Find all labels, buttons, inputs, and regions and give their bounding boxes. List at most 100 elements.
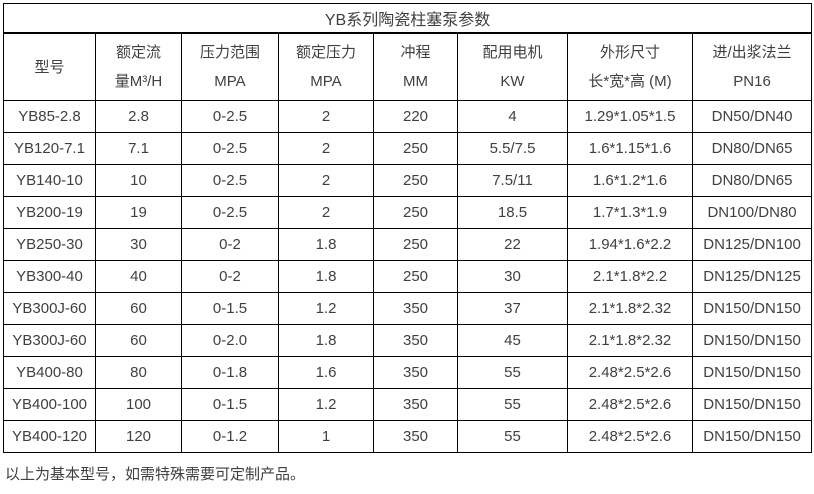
cell: 2.1*1.8*2.32 [567,292,693,325]
cell: 250 [373,196,458,229]
cell: 2.8 [95,100,182,133]
cell: 45 [457,324,568,357]
column-header: 冲程 MM [373,32,458,101]
cell: YB300J-60 [3,292,96,325]
table-row: YB300-40 40 0-2 1.8 250 30 2.1*1.8*2.2 DN125/DN… [3,260,813,293]
cell: 1.8 [278,228,374,261]
cell: 2 [278,132,374,165]
cell: 1.29*1.05*1.5 [567,100,693,133]
column-header-line: 压力范围 [199,44,260,61]
table-title: YB系列陶瓷柱塞泵参数 [2,3,813,34]
column-header-line: MPA [214,73,246,90]
column-header-line: MM [403,73,428,90]
column-header-line: 额定流 [115,44,161,61]
cell: 60 [95,324,182,357]
cell: 37 [457,292,568,325]
table-row: YB250-30 30 0-2 1.8 250 22 1.94*1.6*2.2 DN125/D… [3,228,813,261]
cell: 30 [457,260,568,293]
cell: 0-2.5 [181,164,279,197]
cell: 1.6 [278,356,374,389]
cell: 2.48*2.5*2.6 [567,420,693,453]
cell: 350 [373,420,458,453]
cell: 0-2.0 [181,324,279,357]
cell: 100 [95,388,182,421]
cell: 4 [457,100,568,133]
cell: 19 [95,196,182,229]
cell: 7.1 [95,132,182,165]
cell: 1 [278,420,374,453]
cell: 0-1.5 [181,388,279,421]
column-header: 额定流量M³/H [95,32,182,101]
cell: 1.2 [278,388,374,421]
column-header: 额定压力 MPA [278,32,374,101]
cell: 220 [373,100,458,133]
cell: 1.7*1.3*1.9 [567,196,693,229]
table-row: YB200-19 19 0-2.5 2 250 18.5 1.7*1.3*1.9 DN100/… [3,196,813,229]
cell: DN150/DN150 [691,324,813,357]
column-header-line: 量M³/H [114,73,163,90]
cell: 40 [95,260,182,293]
table-row: YB400-80 80 0-1.8 1.6 350 55 2.48*2.5*2.6 DN150… [3,356,813,389]
cell: DN125/DN125 [691,260,813,293]
cell: 0-2.5 [181,132,279,165]
cell: 0-1.5 [181,292,279,325]
cell: 1.6*1.15*1.6 [567,132,693,165]
cell: DN100/DN80 [691,196,813,229]
cell: 22 [457,228,568,261]
cell: 350 [373,292,458,325]
cell: 1.8 [278,260,374,293]
cell: 60 [95,292,182,325]
cell: YB200-19 [3,196,96,229]
cell: DN50/DN40 [691,100,813,133]
cell: 250 [373,132,458,165]
cell: 0-2.5 [181,196,279,229]
cell: DN80/DN65 [691,132,813,165]
cell: 1.8 [278,324,374,357]
cell: DN150/DN150 [691,356,813,389]
cell: 2 [278,164,374,197]
column-header-line: 配用电机 [482,44,543,61]
cell: YB85-2.8 [3,100,96,133]
cell: 0-2 [181,260,279,293]
cell: 2 [278,100,374,133]
cell: DN150/DN150 [691,388,813,421]
column-header-line: MPA [310,73,342,90]
cell: 2.1*1.8*2.32 [567,324,693,357]
column-header-line: 长*宽*高 (M) [588,73,672,90]
cell: 2.1*1.8*2.2 [567,260,693,293]
cell: 120 [95,420,182,453]
cell: 30 [95,228,182,261]
column-header-line: 冲程 [400,44,431,61]
cell: DN125/DN100 [691,228,813,261]
cell: 350 [373,324,458,357]
table-row: YB400-100 100 0-1.5 1.2 350 55 2.48*2.5*2.6 DN1… [3,388,813,421]
cell: YB400-120 [3,420,96,453]
cell: YB120-7.1 [3,132,96,165]
header-row: 型号 额定流 量M³/H 压力范围 MPA 额定压力 MPA 冲程 MM 配用电机 KW 外形尺寸 长*… [3,32,813,101]
cell: 0-1.2 [181,420,279,453]
column-header-line: 外形尺寸 [599,44,660,61]
table-row: YB140-10 10 0-2.5 2 250 7.5/11 1.6*1.2*1.6 DN80… [3,164,813,197]
cell: YB400-80 [3,356,96,389]
cell: 55 [457,356,568,389]
table-row: YB300J-60 60 0-1.5 1.2 350 37 2.1*1.8*2.32 DN15… [3,292,813,325]
title-row: YB系列陶瓷柱塞泵参数 [2,3,813,34]
cell: 250 [373,164,458,197]
cell: 10 [95,164,182,197]
cell: 5.5/7.5 [457,132,568,165]
cell: 250 [373,260,458,293]
table-row: YB400-120 120 0-1.2 1 350 55 2.48*2.5*2.6 DN150… [3,420,813,453]
cell: YB300-40 [3,260,96,293]
cell: 2.48*2.5*2.6 [567,356,693,389]
pump-parameters-table: YB系列陶瓷柱塞泵参数 型号 额定流 量M³/H 压力范围 MPA 额定压力 MPA 冲程 MM… [2,3,813,453]
cell: 2.48*2.5*2.6 [567,388,693,421]
cell: DN80/DN65 [691,164,813,197]
column-header-line: PN16 [733,73,771,90]
table-row: YB300J-60 60 0-2.0 1.8 350 45 2.1*1.8*2.32 DN15… [3,324,813,357]
column-header-line: 进/出浆法兰 [712,44,792,61]
cell: 250 [373,228,458,261]
cell: 0-2.5 [181,100,279,133]
column-header-line: 型号 [34,58,65,76]
cell: 2 [278,196,374,229]
